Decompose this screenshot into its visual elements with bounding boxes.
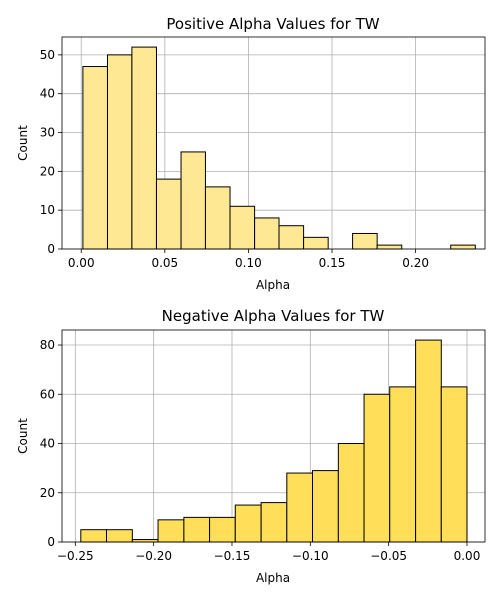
x-tick-label: 0.10 — [235, 256, 262, 270]
axes: −0.25 −0.20 −0.15 −0.10 −0.05 0.00 0 20 40 60 80 — [40, 329, 486, 563]
histogram-bar — [105, 529, 133, 543]
y-tick-label: 0 — [47, 535, 55, 549]
chart-title: Positive Alpha Values for TW — [166, 15, 379, 33]
y-tick-label: 60 — [40, 387, 55, 401]
y-tick-label: 30 — [40, 126, 55, 140]
x-tick-label: −0.25 — [57, 549, 94, 563]
x-tick-label: −0.05 — [370, 549, 407, 563]
y-axis-label: Count — [16, 125, 30, 161]
y-tick-label: 20 — [40, 486, 55, 500]
plot-frame — [61, 329, 486, 543]
positive-alpha-histogram: Positive Alpha Values for TW Alpha Count… — [16, 15, 486, 292]
bars — [82, 46, 476, 250]
histogram-bar — [352, 232, 378, 250]
histogram-bar — [155, 178, 182, 250]
x-tick-label: 0.15 — [319, 256, 346, 270]
histogram-bar — [337, 443, 365, 543]
histogram-bar — [82, 66, 108, 250]
histogram-bar — [229, 205, 256, 250]
y-tick-label: 10 — [40, 203, 55, 217]
histogram-bar — [303, 236, 329, 250]
x-tick-label: 0.05 — [151, 256, 178, 270]
y-tick-label: 40 — [40, 437, 55, 451]
axes: 0.00 0.05 0.10 0.15 0.20 0 10 20 30 40 50 — [40, 36, 486, 270]
histogram-bar — [389, 386, 417, 543]
histogram-bar — [180, 151, 206, 250]
histogram-bar — [312, 470, 339, 543]
histogram-bar — [183, 516, 211, 543]
histogram-bar — [440, 386, 468, 543]
histogram-bar — [157, 519, 185, 543]
y-tick-label: 50 — [40, 48, 55, 62]
histogram-bar — [363, 393, 391, 543]
histogram-bar — [131, 46, 157, 250]
histogram-bar — [450, 244, 476, 250]
histogram-bar — [376, 244, 403, 250]
negative-alpha-histogram: Negative Alpha Values for TW Alpha Count… — [16, 307, 486, 585]
x-tick-label: 0.00 — [454, 549, 481, 563]
x-tick-label: −0.20 — [135, 549, 172, 563]
histogram-bar — [204, 186, 231, 250]
y-axis-label: Count — [16, 418, 30, 454]
x-axis-label: Alpha — [256, 278, 290, 292]
histogram-bar — [209, 516, 236, 543]
chart-title: Negative Alpha Values for TW — [162, 307, 385, 325]
x-tick-label: 0.00 — [68, 256, 95, 270]
histogram-bar — [260, 502, 288, 543]
histogram-bar — [106, 54, 133, 250]
x-tick-label: −0.15 — [214, 549, 251, 563]
x-tick-label: −0.10 — [292, 549, 329, 563]
y-tick-label: 40 — [40, 87, 55, 101]
histogram-bar — [278, 225, 305, 250]
y-tick-label: 20 — [40, 164, 55, 178]
x-tick-label: 0.20 — [402, 256, 429, 270]
histogram-bar — [80, 529, 107, 543]
plot-frame — [61, 36, 486, 250]
histogram-bar — [415, 339, 442, 543]
bars — [80, 339, 468, 543]
y-tick-label: 80 — [40, 338, 55, 352]
x-axis-label: Alpha — [256, 571, 290, 585]
histogram-bar — [234, 504, 262, 543]
histogram-bar — [254, 217, 280, 250]
histogram-bar — [286, 472, 314, 543]
y-tick-label: 0 — [47, 242, 55, 256]
